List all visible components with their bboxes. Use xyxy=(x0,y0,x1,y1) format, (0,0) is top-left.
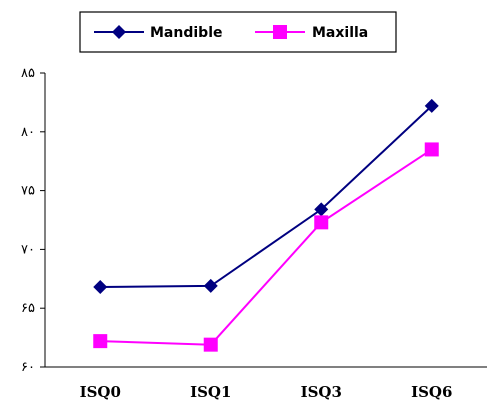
data-point-mandible xyxy=(93,280,108,295)
legend-label-maxilla: Maxilla xyxy=(312,25,368,41)
legend-label-mandible: Mandible xyxy=(150,25,222,41)
y-tick-label: ۶۵ xyxy=(21,301,35,316)
data-point-maxilla xyxy=(424,142,439,157)
series-lines xyxy=(100,105,433,346)
series-markers xyxy=(93,98,439,352)
x-tick-label: ISQ1 xyxy=(190,383,231,401)
y-tick-label: ۷۰ xyxy=(21,242,35,257)
legend-item-mandible: Mandible xyxy=(94,25,222,41)
data-point-mandible xyxy=(314,202,329,217)
y-tick-label: ۸۵ xyxy=(21,66,35,81)
series-line-maxilla xyxy=(100,148,433,346)
x-tick-label: ISQ0 xyxy=(80,383,121,401)
data-point-maxilla xyxy=(314,215,329,230)
legend-marker-mandible xyxy=(112,25,126,39)
data-point-maxilla xyxy=(93,334,108,349)
x-tick-label: ISQ6 xyxy=(411,383,452,401)
data-point-mandible xyxy=(203,278,218,293)
legend-marker-maxilla xyxy=(273,25,287,39)
axes xyxy=(44,73,487,368)
x-axis-labels: ISQ0 ISQ1 ISQ3 ISQ6 xyxy=(80,383,453,401)
y-axis-ticks: ۶۰ ۶۵ ۷۰ ۷۵ ۸۰ ۸۵ xyxy=(21,66,45,375)
legend-item-maxilla: Maxilla xyxy=(255,25,368,41)
data-point-maxilla xyxy=(203,337,218,352)
x-tick-label: ISQ3 xyxy=(301,383,342,401)
y-tick-label: ۷۵ xyxy=(21,184,35,199)
y-tick-label: ۸۰ xyxy=(21,125,35,140)
legend: Mandible Maxilla xyxy=(79,11,397,53)
y-tick-label: ۶۰ xyxy=(21,360,35,375)
data-point-mandible xyxy=(424,98,439,113)
series-line-mandible xyxy=(100,105,433,288)
